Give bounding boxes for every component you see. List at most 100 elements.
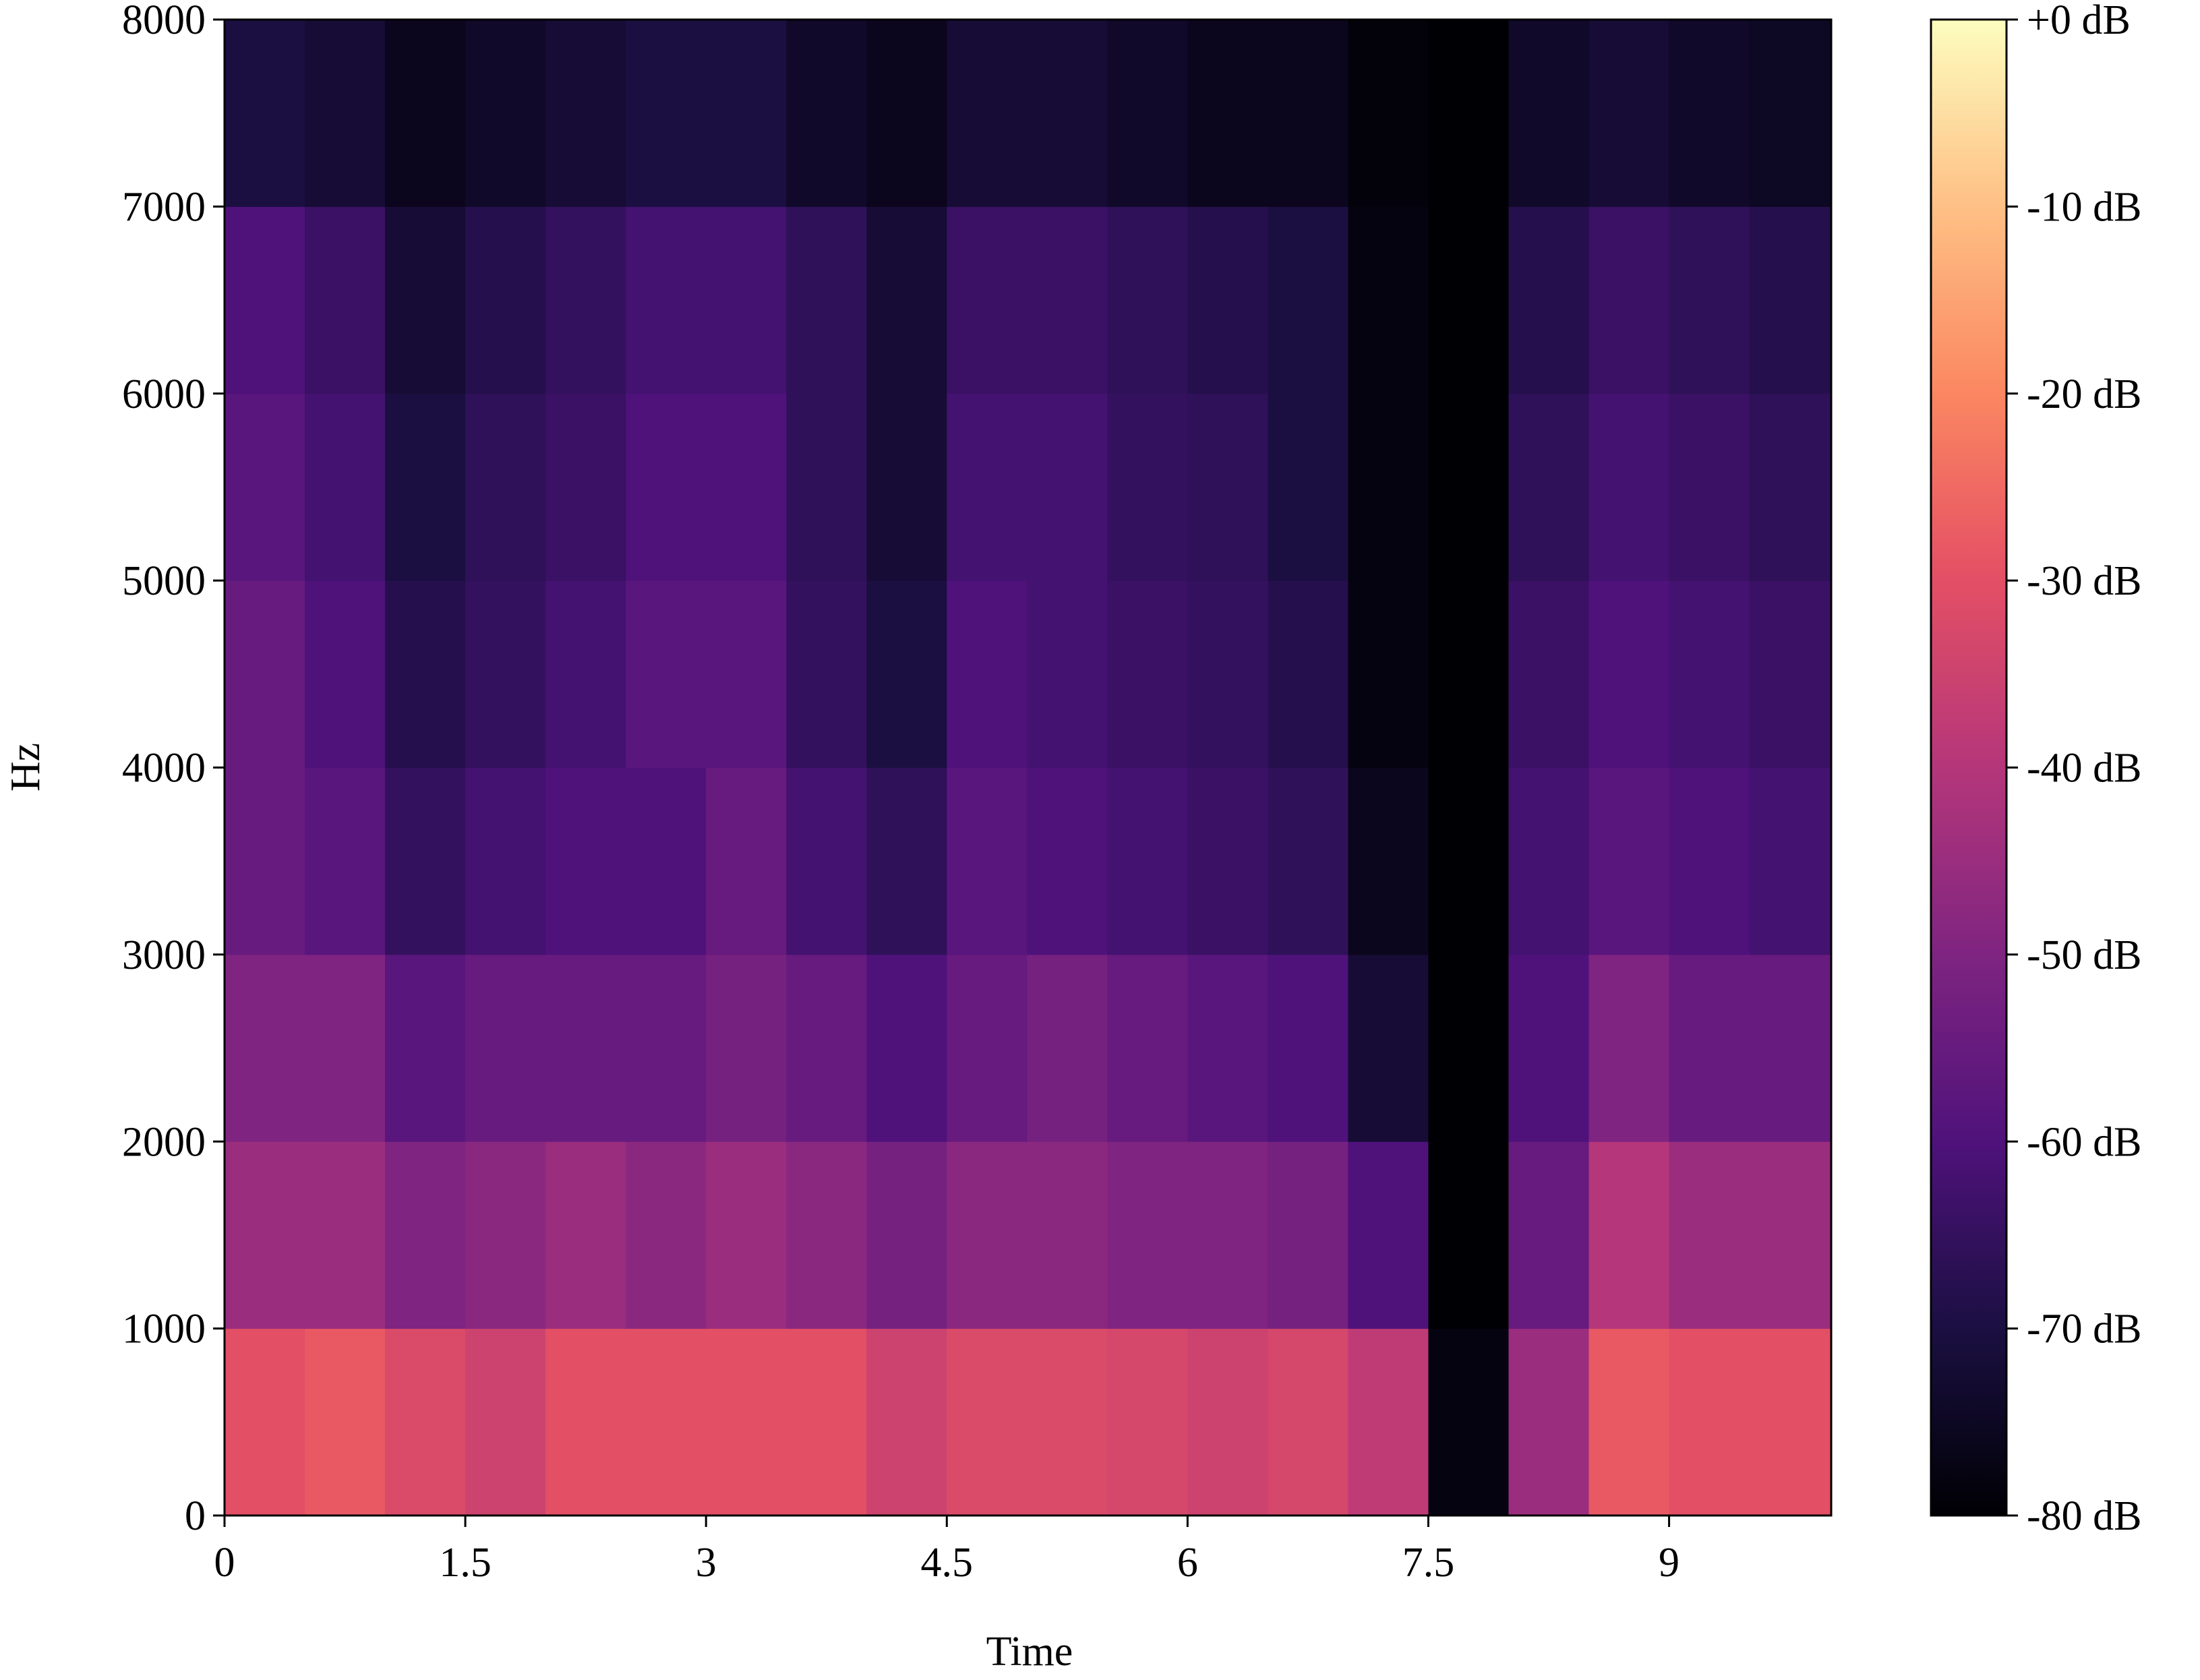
- spectrogram-cell: [866, 393, 947, 581]
- spectrogram-cell: [1508, 20, 1590, 207]
- spectrogram-cell: [465, 20, 546, 207]
- spectrogram-cell: [465, 1328, 546, 1516]
- spectrogram-cell: [1268, 954, 1348, 1142]
- spectrogram-cell: [385, 20, 466, 207]
- spectrogram-cell: [1027, 954, 1108, 1142]
- spectrogram-cell: [225, 954, 305, 1142]
- spectrogram-cell: [1749, 1328, 1832, 1516]
- spectrogram-cell: [225, 20, 305, 207]
- spectrogram-cell: [1428, 206, 1509, 394]
- spectrogram-cell: [385, 206, 466, 394]
- spectrogram-cell: [626, 1141, 707, 1329]
- spectrogram-cell: [947, 1328, 1028, 1516]
- spectrogram-cell: [1027, 1328, 1108, 1516]
- spectrogram-cell: [1268, 1328, 1348, 1516]
- x-tick-label: 7.5: [1402, 1540, 1455, 1586]
- spectrogram-cell: [626, 954, 707, 1142]
- spectrogram-cell: [1348, 1328, 1429, 1516]
- spectrogram-cell: [1588, 1141, 1670, 1329]
- spectrogram-cell: [225, 580, 305, 768]
- spectrogram-cell: [866, 767, 947, 955]
- colorbar-tick-label: +0 dB: [2027, 0, 2131, 43]
- spectrogram-cell: [706, 20, 787, 207]
- spectrogram-cell: [626, 1328, 707, 1516]
- spectrogram-cell: [1348, 954, 1429, 1142]
- y-tick-label: 7000: [122, 184, 206, 230]
- spectrogram-cell: [225, 206, 305, 394]
- spectrogram-cell: [545, 1141, 626, 1329]
- spectrogram-cell: [1428, 1328, 1509, 1516]
- spectrogram-cell: [947, 954, 1028, 1142]
- spectrogram-cell: [1749, 767, 1832, 955]
- colorbar-tick-label: -70 dB: [2027, 1307, 2142, 1352]
- spectrogram-cell: [1749, 954, 1832, 1142]
- colorbar-tick-label: -40 dB: [2027, 746, 2142, 791]
- spectrogram-cell: [706, 954, 787, 1142]
- y-axis-label: Hz: [3, 743, 49, 791]
- spectrogram-cell: [1588, 580, 1670, 768]
- spectrogram-cell: [706, 206, 787, 394]
- spectrogram-cell: [866, 20, 947, 207]
- spectrogram-cell: [1428, 393, 1509, 581]
- spectrogram-cell: [1187, 580, 1268, 768]
- spectrogram-cell: [225, 1328, 305, 1516]
- spectrogram-cell: [465, 393, 546, 581]
- spectrogram-cell: [706, 393, 787, 581]
- spectrogram-cell: [1348, 580, 1429, 768]
- spectrogram-cell: [465, 1141, 546, 1329]
- spectrogram-cell: [947, 206, 1028, 394]
- spectrogram-cell: [545, 20, 626, 207]
- spectrogram-cell: [947, 1141, 1028, 1329]
- spectrogram-cell: [1669, 20, 1750, 207]
- spectrogram-cell: [1508, 393, 1590, 581]
- spectrogram-cell: [1027, 393, 1108, 581]
- spectrogram-cell: [626, 20, 707, 207]
- x-tick-label: 4.5: [921, 1540, 974, 1586]
- x-tick-label: 0: [214, 1540, 235, 1586]
- spectrogram-cell: [706, 1141, 787, 1329]
- spectrogram-cell: [305, 1328, 386, 1516]
- spectrogram-cell: [1107, 954, 1188, 1142]
- x-axis-label: Time: [986, 1629, 1073, 1675]
- y-tick-label: 3000: [122, 932, 206, 978]
- spectrogram-cell: [1749, 580, 1832, 768]
- spectrogram-cell: [1187, 1328, 1268, 1516]
- spectrogram-cell: [866, 206, 947, 394]
- spectrogram-cell: [225, 393, 305, 581]
- spectrogram-cell: [1749, 20, 1832, 207]
- colorbar: [1930, 18, 2008, 1517]
- spectrogram-cell: [1107, 767, 1188, 955]
- spectrogram-cell: [1508, 206, 1590, 394]
- spectrogram-cell: [1588, 20, 1670, 207]
- spectrogram-cell: [1669, 1141, 1750, 1329]
- spectrogram-cell: [1268, 206, 1348, 394]
- spectrogram-cell: [786, 1141, 867, 1329]
- spectrogram-cell: [545, 954, 626, 1142]
- spectrogram-cell: [626, 206, 707, 394]
- spectrogram-cell: [1428, 580, 1509, 768]
- spectrogram-cell: [866, 954, 947, 1142]
- spectrogram-cell: [1027, 767, 1108, 955]
- spectrogram-cell: [786, 1328, 867, 1516]
- spectrogram-cell: [225, 1141, 305, 1329]
- spectrogram-cell: [786, 954, 867, 1142]
- spectrogram-cell: [1588, 393, 1670, 581]
- colorbar-tick-label: -50 dB: [2027, 932, 2142, 978]
- spectrogram-cell: [545, 580, 626, 768]
- spectrogram-cell: [786, 580, 867, 768]
- spectrogram-cell: [1428, 954, 1509, 1142]
- spectrogram-cell: [465, 954, 546, 1142]
- spectrogram-cell: [465, 206, 546, 394]
- spectrogram-cell: [1187, 954, 1268, 1142]
- spectrogram-cell: [385, 954, 466, 1142]
- spectrogram-cell: [1187, 393, 1268, 581]
- y-tick-label: 0: [185, 1493, 206, 1539]
- spectrogram-cell: [947, 580, 1028, 768]
- spectrogram-cell: [1268, 393, 1348, 581]
- colorbar-tick-label: -20 dB: [2027, 371, 2142, 417]
- spectrogram-cell: [1348, 393, 1429, 581]
- spectrogram-cell: [305, 580, 386, 768]
- x-tick-label: 9: [1659, 1540, 1679, 1586]
- spectrogram-cell: [1749, 1141, 1832, 1329]
- spectrogram-cell: [1749, 206, 1832, 394]
